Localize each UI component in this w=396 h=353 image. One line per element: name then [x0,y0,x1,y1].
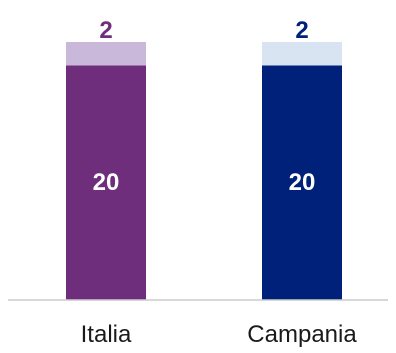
labels-group: 20 2 Italia 20 2 Campania [81,17,358,348]
bar-campania-segment-1 [262,65,342,300]
data-label-campania-segment-1: 20 [289,169,316,196]
data-label-campania-segment-2: 2 [295,17,308,44]
bar-italia-segment-1 [66,65,146,300]
bar-campania-segment-2 [262,42,342,66]
bars-group [66,42,342,300]
data-label-italia-segment-1: 20 [93,169,120,196]
x-tick-label-italia: Italia [81,321,132,348]
x-tick-label-campania: Campania [247,321,357,348]
data-label-italia-segment-2: 2 [99,17,112,44]
bar-italia-segment-2 [66,42,146,66]
